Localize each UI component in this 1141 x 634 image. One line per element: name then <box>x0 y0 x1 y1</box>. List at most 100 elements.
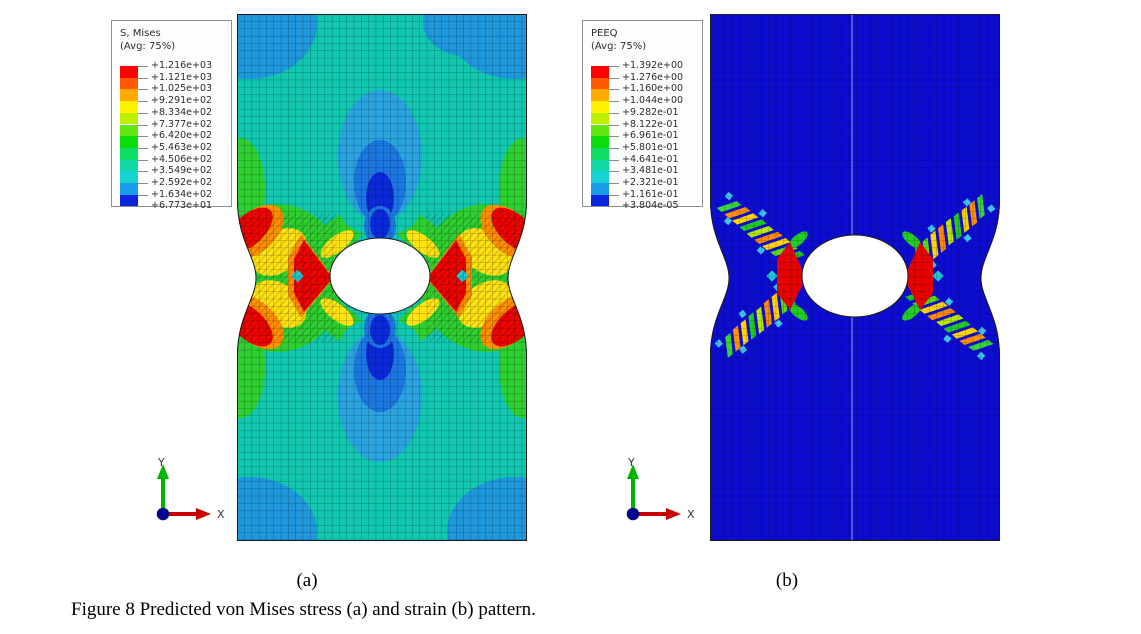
legend-color-chip <box>120 171 138 183</box>
hole-outline <box>801 234 909 318</box>
stress-field <box>237 14 527 541</box>
legend-color-chip <box>591 77 609 90</box>
axis-triad: Y X <box>626 456 695 521</box>
legend-tick <box>138 171 148 173</box>
legend-color-chip <box>591 194 609 207</box>
legend-value: +1.160e+00 <box>622 83 684 95</box>
x-axis-label: X <box>687 508 695 521</box>
legend-value: +1.634e+02 <box>151 188 213 200</box>
legend-value: +9.291e+02 <box>151 95 213 107</box>
legend-tick <box>609 136 619 138</box>
y-axis-arrow-icon <box>627 464 639 479</box>
legend-tick <box>138 147 148 149</box>
legend-tick <box>138 101 148 103</box>
legend-value: +4.506e+02 <box>151 153 213 165</box>
legend-value: +6.420e+02 <box>151 130 213 142</box>
x-axis-label: X <box>217 508 225 521</box>
legend-tick <box>138 89 148 91</box>
strain-field <box>710 14 1000 541</box>
peeq-contour-plot <box>710 14 1000 541</box>
legend-color-chip <box>591 124 609 137</box>
mesh-grid-overlay <box>237 14 527 541</box>
y-axis-arrow-icon <box>157 464 169 479</box>
legend-tick <box>138 194 148 196</box>
legend-tick <box>138 206 148 208</box>
legend-value: +2.321e-01 <box>622 177 679 188</box>
legend-value: +1.044e+00 <box>622 95 684 107</box>
legend-tick <box>609 89 619 91</box>
legend-color-scale: +1.216e+03 +1.121e+03 +1.025e+03 +9.291e+02… <box>120 61 230 211</box>
legend-value: +4.641e-01 <box>622 153 679 165</box>
specimen-outline <box>237 14 527 541</box>
legend-value: +3.549e+02 <box>151 165 213 177</box>
x-axis-arrow-icon <box>196 508 211 520</box>
y-axis-label: Y <box>157 456 165 469</box>
legend-color-chip <box>591 183 609 195</box>
legend-color-chip <box>120 159 138 172</box>
legend-value: +8.334e+02 <box>151 106 213 118</box>
legend-color-chip <box>120 77 138 90</box>
legend-value: +5.463e+02 <box>151 141 213 153</box>
legend-value: +1.025e+03 <box>151 83 213 95</box>
legend-tick <box>138 112 148 114</box>
legend-tick <box>609 183 619 184</box>
von-mises-contour-plot <box>237 14 527 541</box>
legend-tick <box>138 183 148 184</box>
legend-tick <box>609 77 619 79</box>
legend-value: +1.276e+00 <box>622 71 684 83</box>
legend-color-chip <box>591 147 609 160</box>
legend-color-chip <box>591 159 609 172</box>
legend-tick <box>609 112 619 114</box>
legend-value: +3.481e-01 <box>622 165 679 177</box>
legend-color-chip <box>120 183 138 195</box>
legend-value: +5.801e-01 <box>622 141 679 153</box>
x-axis-arrow-icon <box>666 508 681 520</box>
legend-value: +2.592e+02 <box>151 177 213 188</box>
legend-tick <box>138 77 148 79</box>
legend-value: +7.377e+02 <box>151 118 213 130</box>
legend-subtitle: (Avg: 75%) <box>120 41 176 52</box>
legend-tick <box>609 124 619 126</box>
legend-color-chip <box>120 124 138 137</box>
legend-color-chip <box>120 101 138 113</box>
subfigure-label-a: (a) <box>296 570 318 591</box>
legend-tick <box>609 171 619 173</box>
figure-caption: Figure 8 Predicted von Mises stress (a) … <box>71 599 536 620</box>
legend-title: S, Mises <box>120 28 161 39</box>
legend-tick <box>609 101 619 103</box>
legend-value: +9.282e-01 <box>622 106 679 118</box>
legend-color-chip <box>591 66 609 78</box>
legend-color-chip <box>120 136 138 148</box>
legend-peeq: PEEQ (Avg: 75%) +1.392e+00 +1.276e+00 +1.1… <box>582 20 703 212</box>
legend-value: +1.216e+03 <box>151 60 213 71</box>
origin-dot-icon <box>626 507 640 521</box>
legend-value: +1.392e+00 <box>622 60 684 71</box>
legend-color-chip <box>120 112 138 125</box>
legend-tick <box>609 159 619 161</box>
legend-color-chip <box>591 112 609 125</box>
y-axis-label: Y <box>627 456 635 469</box>
legend-tick <box>609 206 619 208</box>
legend-tick <box>609 194 619 196</box>
axis-triad: Y X <box>156 456 225 521</box>
legend-s-mises: S, Mises (Avg: 75%) +1.216e+03 +1.121e+03… <box>111 20 232 211</box>
legend-color-chip <box>591 136 609 148</box>
legend-title: PEEQ <box>591 28 618 39</box>
legend-value: +8.122e-01 <box>622 118 679 130</box>
legend-tick <box>609 66 619 67</box>
subfigure-label-b: (b) <box>775 570 799 591</box>
legend-subtitle: (Avg: 75%) <box>591 41 647 52</box>
mesh-grid-overlay <box>710 14 1000 541</box>
legend-tick <box>138 136 148 138</box>
legend-color-chip <box>591 89 609 102</box>
origin-dot-icon <box>156 507 170 521</box>
hole-outline <box>329 237 431 315</box>
legend-value: +3.804e-05 <box>622 200 679 212</box>
legend-color-scale: +1.392e+00 +1.276e+00 +1.160e+00 +1.044e+00… <box>591 61 701 212</box>
legend-value: +6.961e-01 <box>622 130 679 142</box>
legend-color-chip <box>120 66 138 78</box>
legend-tick <box>138 66 148 67</box>
legend-tick <box>609 147 619 149</box>
legend-color-chip <box>591 171 609 183</box>
